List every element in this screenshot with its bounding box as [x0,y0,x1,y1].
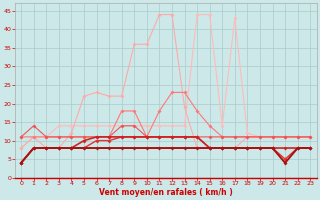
X-axis label: Vent moyen/en rafales ( km/h ): Vent moyen/en rafales ( km/h ) [99,188,233,197]
